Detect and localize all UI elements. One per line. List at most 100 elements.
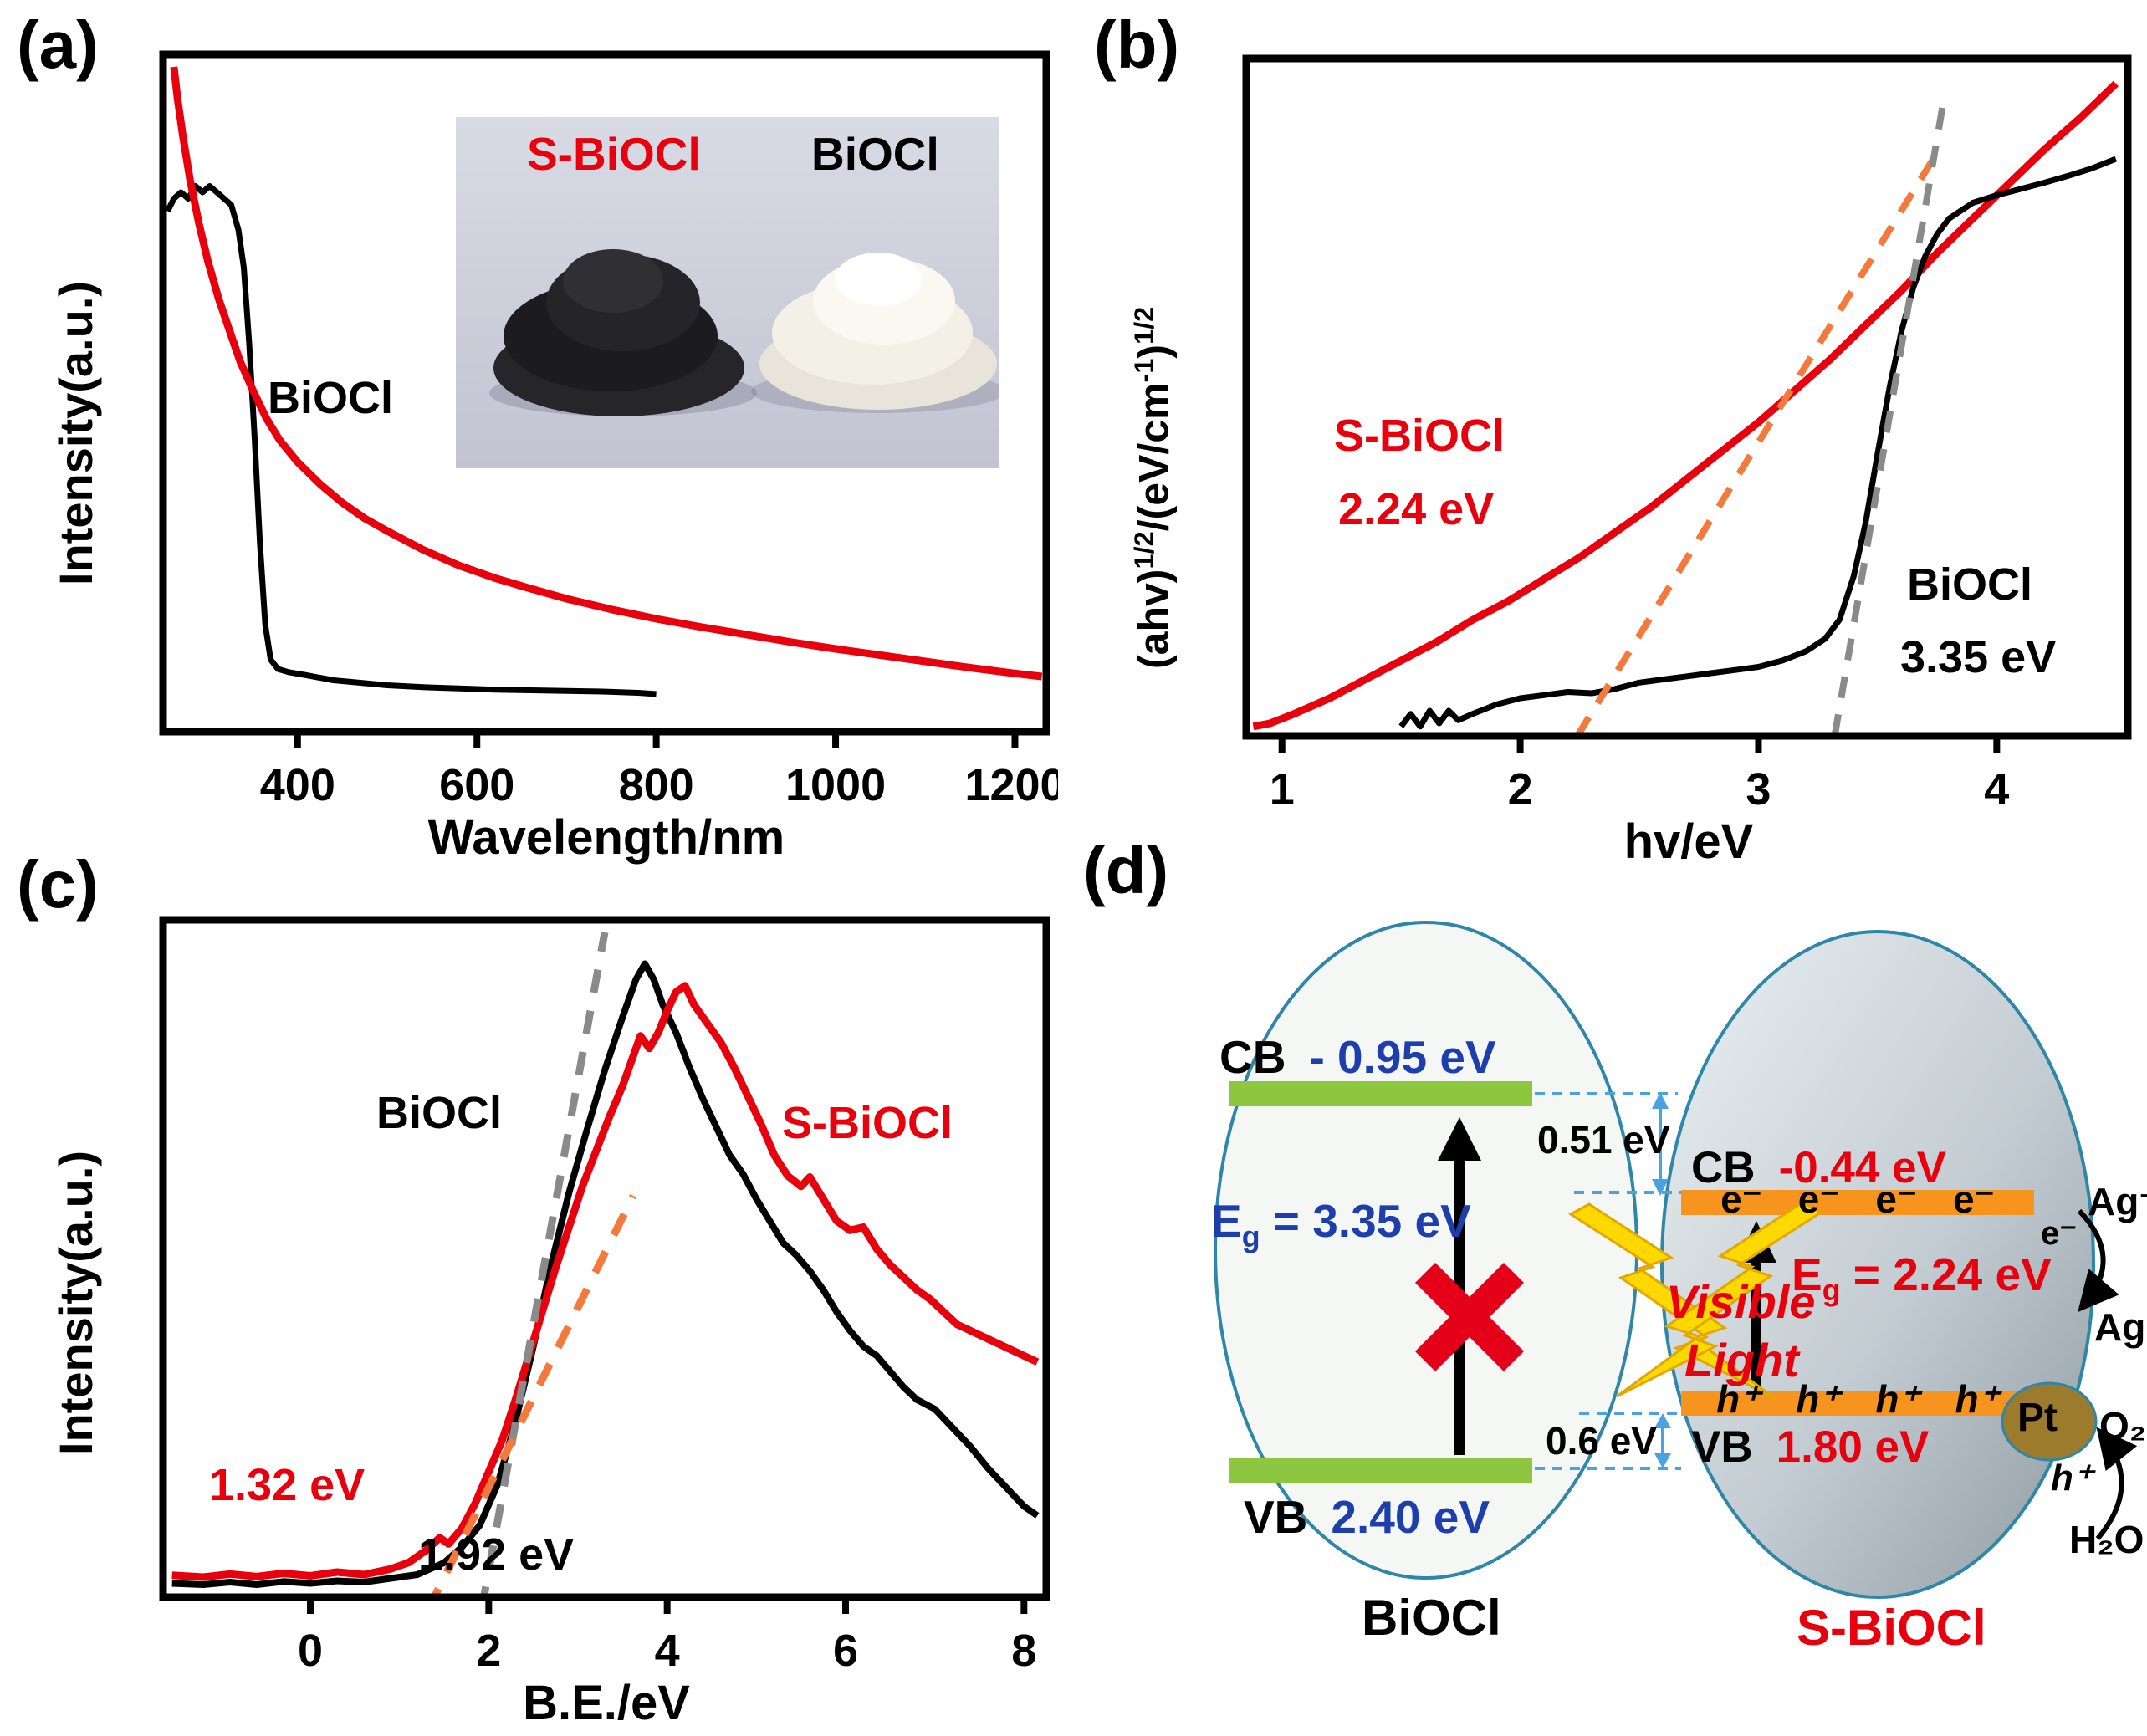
offset-arrowhead-up: [1654, 1413, 1671, 1428]
holes-row: h⁺ h⁺ h⁺ h⁺: [1716, 1377, 1999, 1421]
series-s-biocl-edge-tangent-1-32-ev: [430, 1194, 637, 1597]
panel-d-label: (d): [1083, 833, 1169, 907]
forbidden-x-icon: [1414, 1262, 1525, 1372]
x-tick-label: 8: [1011, 1626, 1036, 1676]
x-tick-label: 4: [1984, 764, 2009, 814]
plot-frame: [159, 916, 1050, 1601]
cb-label: CB: [1691, 1143, 1756, 1192]
x-tick-label: 6: [833, 1626, 858, 1676]
visible-light-text: Light: [1684, 1334, 1799, 1386]
vb-label: VB: [1244, 1491, 1308, 1543]
powder-photo: [456, 117, 999, 468]
panel-b-biocl-label: BiOCl: [1907, 559, 2033, 610]
sbiocl-cb-text: CB -0.44 eV: [1691, 1142, 1946, 1193]
series-biocl-tangent-3-35-ev: [1831, 95, 1948, 736]
lightning-bolt-icon: [1568, 1202, 1776, 1400]
biocl-cb-band: [1229, 1081, 1532, 1106]
sbiocl-eg-text: Eg = 2.24 eV: [1792, 1248, 2052, 1307]
inset-sbiocl-label: S-BiOCl: [527, 128, 701, 180]
x-tick-label: 400: [260, 760, 335, 810]
panel-c-sbiocl-edge: 1.32 eV: [209, 1460, 366, 1510]
panel-b-xlabel: hv/eV: [1623, 814, 1754, 869]
series-biocl: [1398, 156, 2118, 730]
panel-a-inset-photo: S-BiOCl BiOCl: [456, 117, 999, 468]
x-tick-label: 1: [1270, 764, 1295, 814]
ag-plus-label: Ag⁺: [2088, 1180, 2147, 1223]
vb-value: 2.40 eV: [1331, 1491, 1490, 1543]
panel-b-sbiocl-gap: 2.24 eV: [1338, 484, 1495, 534]
panel-b-ylabel: (ahv)1/2/(eV/cm-1)1/2: [1129, 306, 1178, 669]
panel-c-ylabel: Intensity(a.u.): [49, 1150, 102, 1455]
x-tick-label: 3: [1746, 764, 1771, 814]
band-diagram: [1214, 921, 2138, 1599]
sbiocl-cb-band: [1681, 1190, 2034, 1215]
biocl-vb-text: VB 2.40 eV: [1244, 1490, 1490, 1544]
sbiocl-material-label: S-BiOCl: [1797, 1600, 1986, 1656]
vb-value: 1.80 eV: [1776, 1422, 1930, 1472]
black-powder-pile: [563, 249, 663, 313]
cb-label: CB: [1219, 1031, 1286, 1083]
inset-biocl-label: BiOCl: [811, 128, 939, 180]
offset-arrowhead-down: [1654, 1453, 1671, 1468]
pt-label: Pt: [2017, 1396, 2058, 1440]
series-s-biocl: [171, 982, 1040, 1581]
sbiocl-vb-band: [1681, 1391, 2034, 1416]
biocl-eg-text: Eg = 3.35 eV: [1211, 1195, 1471, 1253]
electrons-row: e⁻ e⁻ e⁻ e⁻: [1720, 1177, 1995, 1221]
biocl-cb-text: CB - 0.95 eV: [1219, 1030, 1496, 1084]
panel-a-biocl-label: BiOCl: [268, 373, 394, 423]
ag-label: Ag: [2094, 1305, 2146, 1349]
x-tick-label: 600: [439, 760, 514, 810]
electron-label: e⁻: [2041, 1215, 2078, 1252]
band-offset-dashes: [1535, 1092, 1681, 1470]
x-tick-label: 1000: [785, 760, 886, 810]
sbiocl-vb-text: VB 1.80 eV: [1691, 1422, 1929, 1473]
panel-c-biocl-label: BiOCl: [376, 1088, 503, 1138]
series-biocl: [165, 183, 657, 697]
x-tick-label: 0: [298, 1626, 323, 1676]
panel-b-label: (b): [1094, 8, 1180, 82]
vb-label: VB: [1691, 1422, 1753, 1472]
visible-light-text: Visible: [1666, 1275, 1816, 1328]
panel-c-xlabel: B.E./eV: [523, 1676, 690, 1730]
white-powder-pile: [835, 253, 922, 306]
vb-offset-value: 0.6 eV: [1546, 1419, 1657, 1463]
series-biocl-edge-tangent-1-92-ev: [479, 932, 609, 1597]
hole-label: h⁺: [2051, 1458, 2093, 1499]
series-biocl: [171, 960, 1040, 1588]
panel-c-chart: 0 2 4 6 8: [159, 916, 1050, 1676]
series-s-biocl: [170, 66, 1043, 681]
panel-c-sbiocl-label: S-BiOCl: [782, 1098, 953, 1148]
panel-c-label: (c): [17, 847, 99, 922]
pt-cocatalyst-blob: [2001, 1381, 2098, 1462]
lightning-bolt-icon: [1616, 1201, 1823, 1398]
cb-value: -0.44 eV: [1778, 1143, 1946, 1192]
water-oxidation-arrow: [2095, 1427, 2138, 1540]
sbiocl-particle-ellipse: [1660, 930, 2095, 1599]
o2-label: O₂: [2099, 1404, 2147, 1448]
series-s-biocl-tangent-2-24-ev: [1574, 151, 1940, 736]
x-tick-label: 2: [1508, 764, 1533, 814]
series-s-biocl: [1252, 80, 2119, 731]
ag-reduction-arrow: [2077, 1208, 2119, 1313]
x-tick-label: 800: [619, 760, 694, 810]
panel-a-chart: 400 600 800 1000 1200: [159, 50, 1058, 810]
x-tick-label: 1200: [964, 760, 1058, 810]
biocl-excitation-arrowhead: [1438, 1117, 1481, 1161]
panel-a-xlabel: Wavelength/nm: [427, 810, 785, 865]
panel-b-biocl-gap: 3.35 eV: [1900, 632, 2057, 682]
cb-value: - 0.95 eV: [1309, 1031, 1496, 1083]
offset-arrowhead-up: [1652, 1092, 1669, 1109]
offset-arrowhead-down: [1652, 1179, 1669, 1196]
panel-a-ylabel: Intensity(a.u.): [49, 280, 102, 585]
panel-b-sbiocl-label: S-BiOCl: [1334, 411, 1505, 461]
panel-c-biocl-edge: 1.92 eV: [418, 1529, 575, 1580]
h2o-label: H₂O: [2069, 1518, 2144, 1561]
panel-b-chart: 1 2 3 4: [1242, 54, 2132, 814]
biocl-vb-band: [1229, 1458, 1532, 1483]
panel-a-label: (a): [17, 8, 99, 82]
biocl-material-label: BiOCl: [1362, 1590, 1501, 1646]
plot-frame: [1242, 54, 2132, 740]
cb-offset-value: 0.51 eV: [1537, 1118, 1670, 1162]
